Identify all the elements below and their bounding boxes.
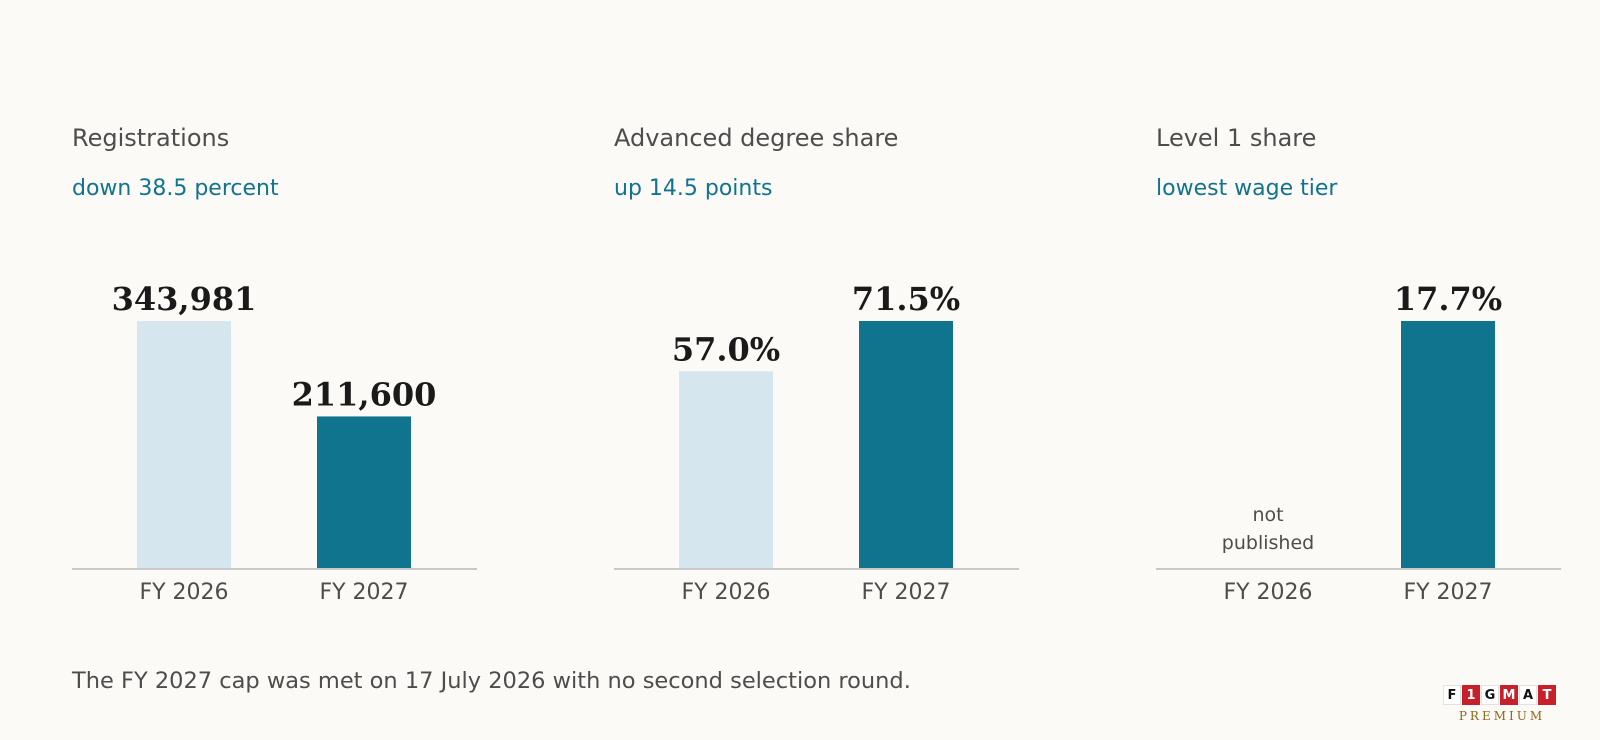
bar [137,321,231,569]
bar-chart: 343,981 FY 2026 211,600 FY 2027 [72,280,477,605]
missing-value-note: not published [1222,504,1314,554]
footnote: The FY 2027 cap was met on 17 July 2026 … [72,668,911,694]
chart-panel-registrations: Registrations down 38.5 percent 343,981 F… [72,0,492,620]
logo-letter: G [1481,685,1499,705]
chart-title: Advanced degree share [614,124,899,152]
data-label: 343,981 [112,280,257,318]
x-tick-label: FY 2026 [1223,580,1312,605]
chart-title: Registrations [72,124,230,152]
logo-letter: T [1538,685,1556,705]
chart-subtitle: up 14.5 points [614,176,773,201]
chart-panel-advanced-degree-share: Advanced degree share up 14.5 points 57.… [614,0,1034,620]
chart-subtitle: down 38.5 percent [72,176,279,201]
logo-letter: F [1443,685,1461,705]
x-tick-label: FY 2026 [139,580,228,605]
bar [1401,321,1495,569]
x-tick-label: FY 2027 [1403,580,1492,605]
missing-value-line: not [1252,504,1283,526]
x-tick-label: FY 2027 [319,580,408,605]
logo-subtext: PREMIUM [1458,709,1546,723]
bar-chart: 57.0% FY 2026 71.5% FY 2027 [614,280,1019,605]
chart-title: Level 1 share [1156,124,1317,152]
x-tick-label: FY 2026 [681,580,770,605]
bar [859,321,953,569]
data-label: 17.7% [1394,280,1502,318]
chart-panel-level-1-share: Level 1 share lowest wage tier not publis… [1156,0,1576,620]
bar-chart: not published FY 2026 17.7% FY 2027 [1156,280,1561,605]
chart-subtitle: lowest wage tier [1156,176,1338,201]
brand-logo: F 1 G M A T PREMIUM [1443,685,1561,727]
data-label: 71.5% [852,280,960,318]
data-label: 211,600 [292,375,437,413]
logo-letter: 1 [1462,685,1480,705]
logo-letter: M [1500,685,1518,705]
bar [679,371,773,569]
logo-letters: F 1 G M A T [1443,685,1561,705]
logo-letter: A [1519,685,1537,705]
bar [317,416,411,569]
missing-value-line: published [1222,532,1314,554]
x-tick-label: FY 2027 [861,580,950,605]
data-label: 57.0% [672,330,780,368]
